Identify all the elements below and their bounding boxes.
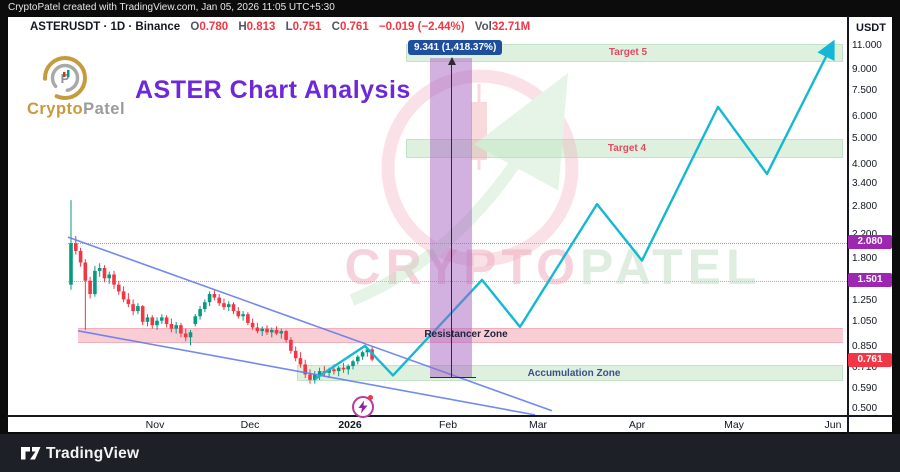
price-change: −0.019 (−2.44%) — [378, 21, 465, 33]
time-axis-line — [7, 415, 893, 417]
time-tick: May — [724, 419, 744, 431]
price-tick: 0.590 — [852, 383, 878, 395]
ohlc-low: L0.751 — [285, 21, 322, 33]
svg-text:P: P — [61, 71, 70, 86]
volume: Vol32.71M — [474, 21, 531, 33]
target-5-label: Target 5 — [608, 47, 648, 58]
tradingview-logo-icon[interactable] — [20, 445, 42, 462]
ohlc-close: C0.761 — [331, 21, 369, 33]
ohlc-open: O0.780 — [190, 21, 229, 33]
target-4-label: Target 4 — [607, 143, 647, 154]
symbol-header[interactable]: ASTERUSDT · 1D · Binance O0.780 H0.813 L… — [30, 21, 530, 33]
price-badge: 1.501 — [848, 272, 892, 287]
event-lightning-icon[interactable] — [352, 396, 374, 418]
cryptopatel-logo-text: CryptoPatel — [26, 100, 126, 118]
tradingview-logo-text[interactable]: TradingView — [46, 445, 140, 462]
analysis-title: ASTER Chart Analysis — [135, 76, 411, 104]
measured-move-line — [451, 64, 453, 377]
price-tick: 0.850 — [852, 340, 878, 352]
measured-move-baseline — [430, 377, 476, 379]
time-tick: Jun — [824, 419, 842, 431]
price-tick: 2.200 — [852, 229, 877, 240]
price-tick: 6.000 — [852, 111, 878, 123]
measured-move-label: 9.341 (1,418.37%) — [408, 40, 503, 55]
price-tick: 4.000 — [852, 158, 878, 170]
attribution-bar: CryptoPatel created with TradingView.com… — [0, 0, 900, 16]
price-badge: 2.080 — [848, 234, 892, 249]
time-tick: Dec — [240, 419, 260, 431]
cryptopatel-logo-icon: P — [36, 55, 94, 103]
price-axis-line — [847, 16, 849, 433]
time-tick: Apr — [628, 419, 646, 431]
time-tick: Feb — [438, 419, 458, 431]
price-tick: 0.710 — [852, 361, 878, 373]
currency-label: USDT — [856, 22, 886, 34]
price-tick: 11.000 — [852, 40, 882, 51]
attribution-text: CryptoPatel created with TradingView.com… — [8, 2, 335, 13]
price-tick: 0.500 — [852, 402, 878, 414]
time-tick: Mar — [528, 419, 548, 431]
price-tick: 5.000 — [852, 132, 878, 144]
price-tick: 1.250 — [852, 295, 878, 307]
event-notification-dot — [368, 395, 373, 400]
price-tick: 3.400 — [852, 177, 878, 189]
resistance-zone-label: Resistancer Zone — [424, 329, 508, 340]
price-tick: 1.800 — [852, 252, 878, 264]
accumulation-zone-label: Accumulation Zone — [527, 368, 621, 379]
symbol-name[interactable]: ASTERUSDT · 1D · Binance — [30, 21, 181, 33]
time-tick: Nov — [145, 419, 165, 431]
price-badge: 0.761 — [848, 352, 892, 367]
price-tick: 9.000 — [852, 63, 878, 75]
time-tick: 2026 — [338, 419, 362, 431]
price-tick: 7.500 — [852, 85, 878, 96]
measured-move-arrow-icon — [448, 57, 456, 65]
watermark-text: CRYPTOPATEL — [344, 238, 761, 296]
price-tick: 2.800 — [852, 200, 878, 212]
footer-bar — [0, 434, 900, 472]
ohlc-high: H0.813 — [238, 21, 276, 33]
watermark-word-2: PATEL — [580, 239, 762, 295]
price-tick: 1.050 — [852, 315, 878, 327]
